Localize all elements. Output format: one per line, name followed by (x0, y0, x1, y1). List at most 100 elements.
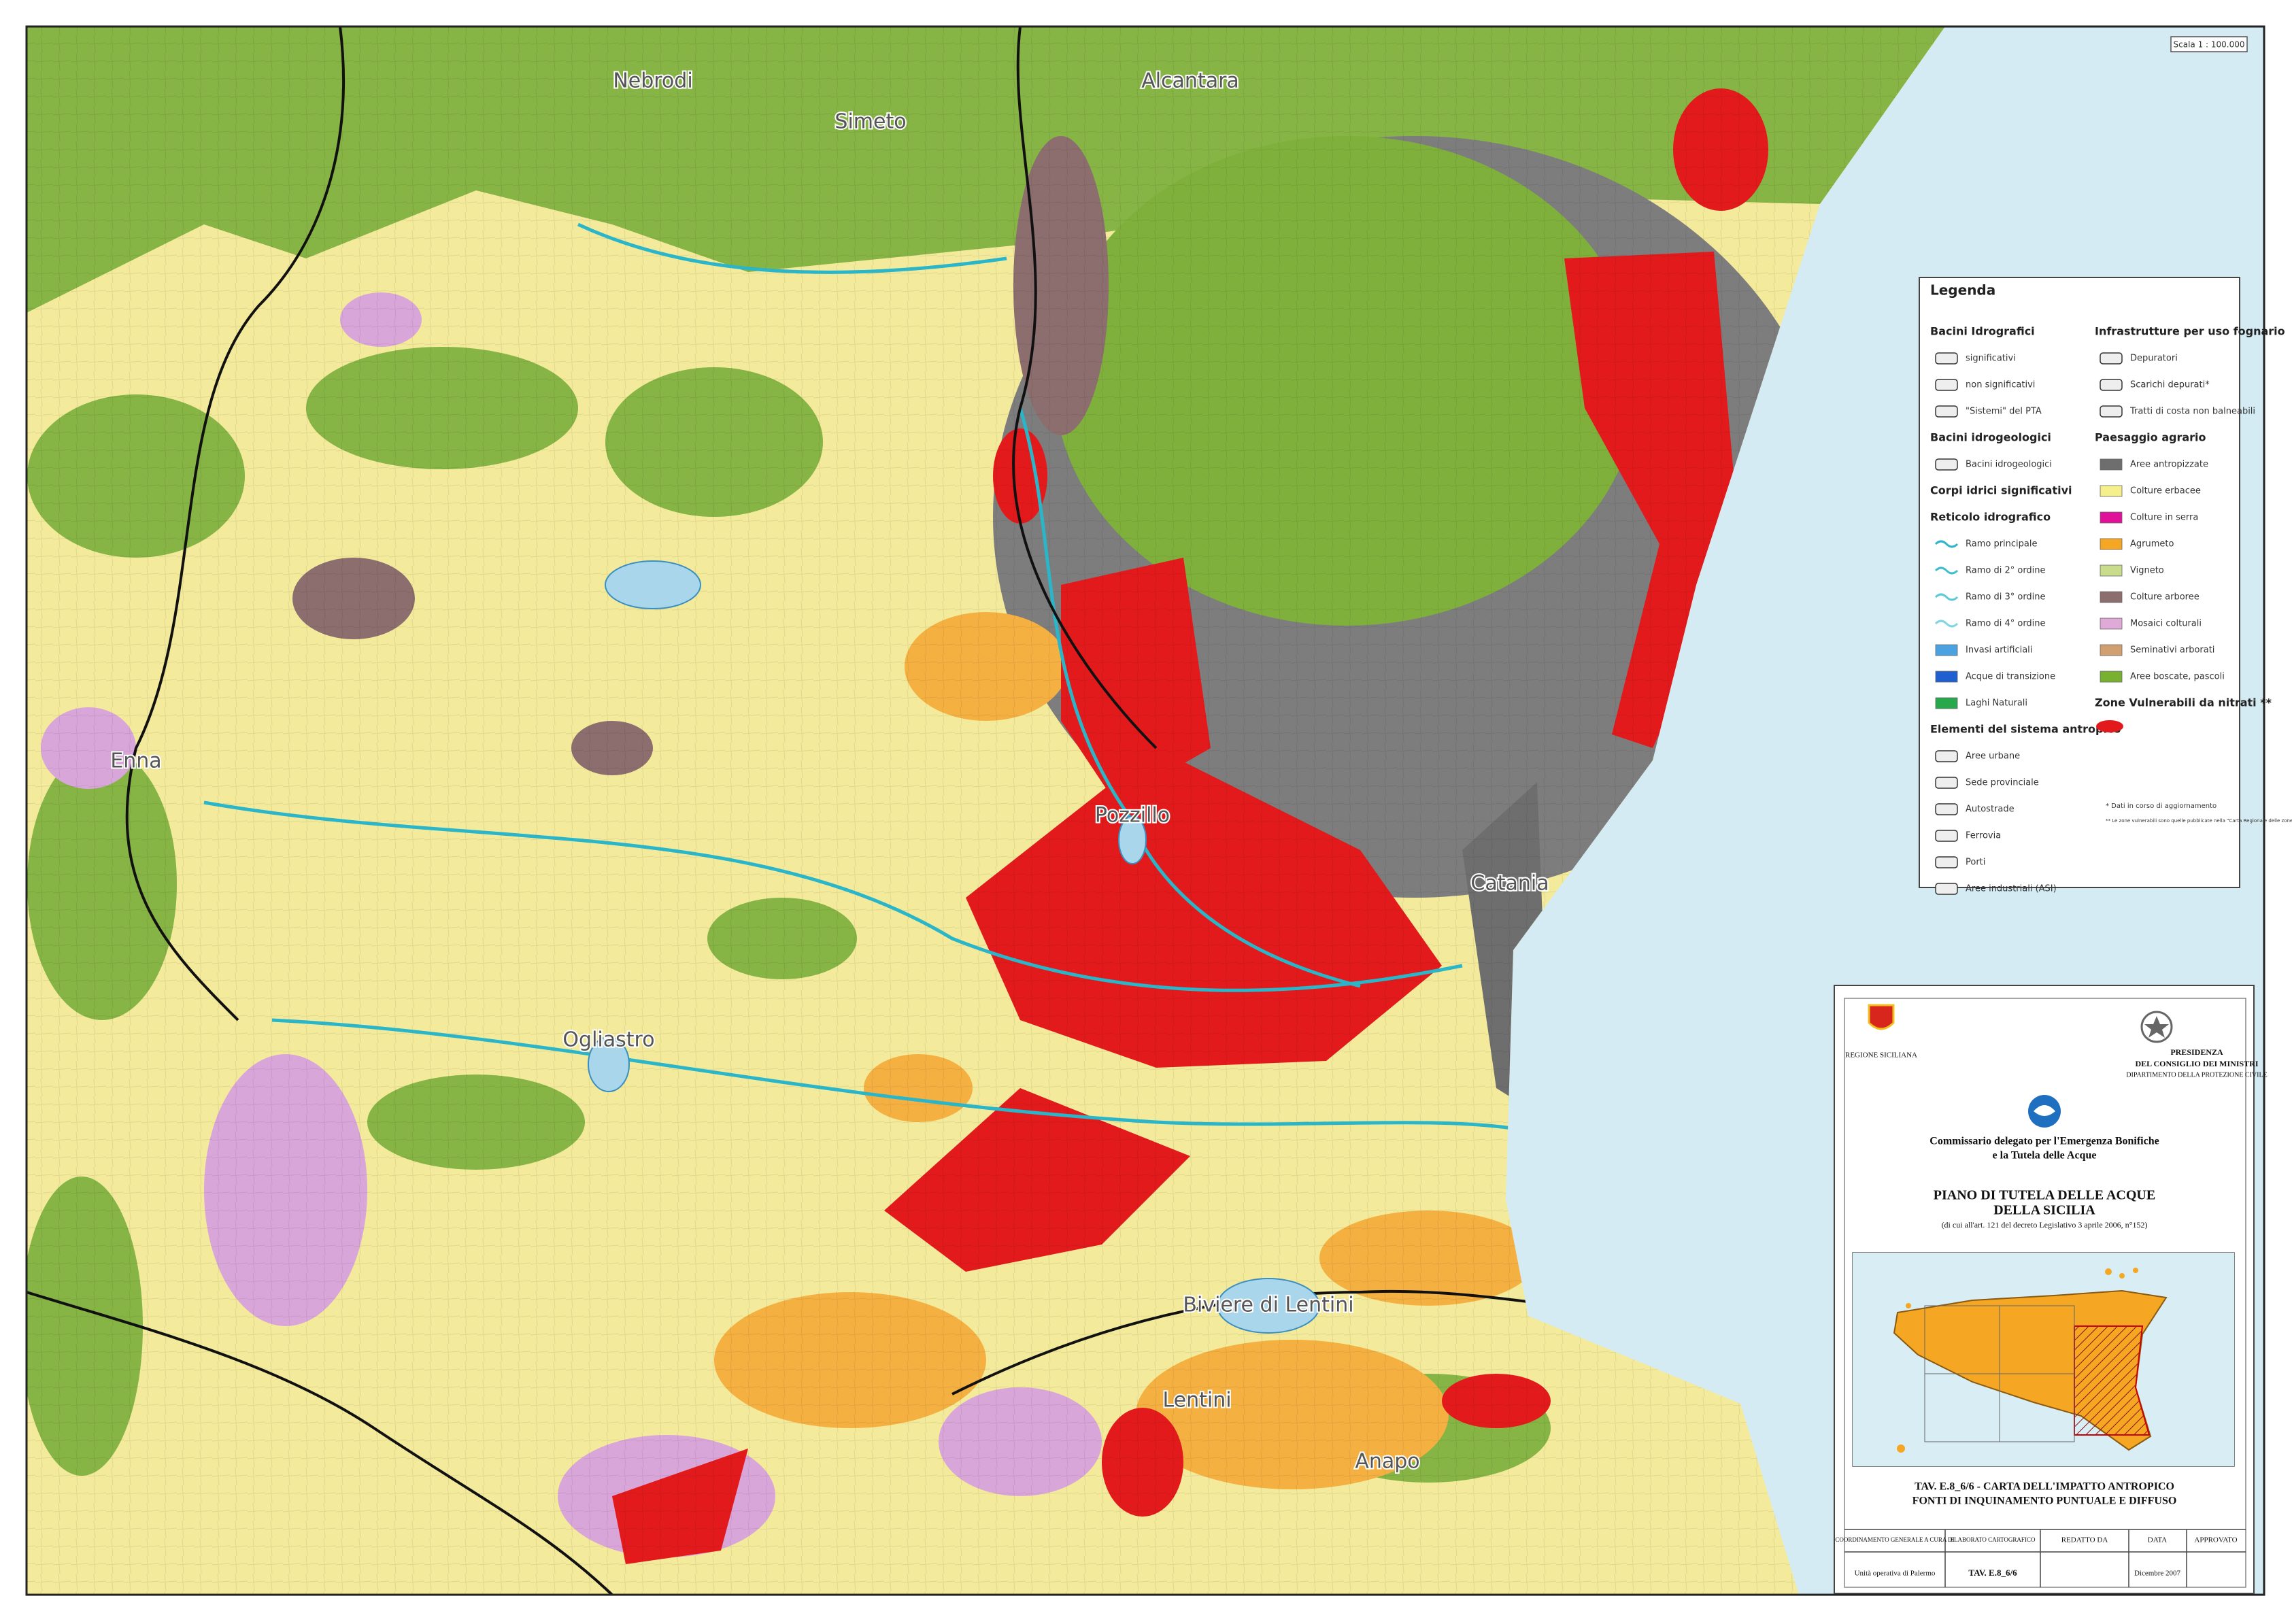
legend-river (1934, 620, 1959, 628)
map-frame (25, 25, 2265, 1596)
scale-box (2170, 36, 2248, 52)
legend-symbol (1935, 830, 1958, 842)
river (1018, 407, 1361, 988)
table-header: REDATTO DA (2061, 1536, 2108, 1544)
title-text: PRESIDENZA (2170, 1047, 2223, 1057)
place-label: Simeto (835, 110, 906, 134)
legend-heading: Corpi idrici significativi (1930, 484, 2072, 497)
title-text: e la Tutela delle Acque (1993, 1150, 2097, 1162)
legend-item: Bacini idrogeologici (1966, 460, 2052, 470)
legend-item: Invasi artificiali (1966, 645, 2032, 656)
legend-item: Tratti di costa non balneabili (2129, 407, 2255, 417)
legend-item: Aree boscate, pascoli (2130, 672, 2225, 682)
legend-note: ** Le zone vulnerabili sono quelle pubbl… (2106, 818, 2292, 824)
legend-heading: Bacini idrogeologici (1930, 431, 2051, 444)
title-inner (1844, 998, 2246, 1588)
legend-symbol (1935, 405, 1958, 418)
legend-item: Ferrovia (1966, 831, 2001, 841)
table-header: ELABORATO CARTOGRAFICO (1951, 1536, 2036, 1543)
legend-heading: Paesaggio agrario (2095, 431, 2206, 444)
title-text: DIPARTIMENTO DELLA PROTEZIONE CIVILE (2126, 1071, 2267, 1079)
legend-swatch (2100, 564, 2123, 577)
place-label: Catania (1470, 872, 1549, 896)
inset-islands (1897, 1268, 2138, 1453)
legend-item: Sede provinciale (1966, 778, 2039, 788)
legend: Legenda Bacini Idrografici significativi n… (1919, 277, 2292, 895)
river (577, 222, 1007, 274)
lake (605, 560, 701, 609)
legend-swatch (1935, 697, 1958, 709)
legend-item: Acque di transizione (1966, 672, 2055, 682)
legend-title: Legenda (1930, 282, 1995, 299)
place-label: Biviere di Lentini (1183, 1293, 1353, 1317)
legend-note-text: * Dati in corso di aggiornamento (2106, 802, 2217, 810)
legend-swatch (2100, 591, 2123, 603)
legend-item: Ramo di 3° ordine (1966, 592, 2046, 603)
title-text: (di cui all'art. 121 del decreto Legisla… (1942, 1220, 2148, 1230)
title-text: DEL CONSIGLIO DEI MINISTRI (2135, 1059, 2258, 1068)
legend-symbol (1935, 856, 1958, 868)
legend-item: Scarichi depurati* (2130, 380, 2210, 390)
legend-swatch (2100, 511, 2123, 524)
table-header: COORDINAMENTO GENERALE A CURA DI (1835, 1536, 1954, 1543)
legend-item: Agrumeto (2130, 539, 2174, 549)
place-label: Enna (110, 749, 161, 773)
legend-swatch (2100, 485, 2123, 497)
title-text: DELLA SICILIA (1993, 1203, 2095, 1218)
legend-heading: Elementi del sistema antropico (1930, 723, 2121, 736)
title-text: FONTI DI INQUINAMENTO PUNTUALE E DIFFUSO (1912, 1495, 2177, 1507)
place-label: Alcantara (1141, 69, 1239, 93)
legend-item: significativi (1966, 354, 2016, 364)
place-label: Anapo (1355, 1450, 1419, 1474)
legend-symbol (1935, 750, 1958, 762)
title-block: REGIONE SICILIANA PRESIDENZA DEL CONSIGLIO… (1834, 985, 2268, 1594)
place-label: Pozzillo (1095, 804, 1170, 828)
place-label: Lentini (1162, 1389, 1231, 1412)
river (271, 1018, 1517, 1131)
legend-symbol (2100, 405, 2123, 418)
legend-item: Seminativi arborati (2130, 645, 2214, 656)
title-text: REGIONE SICILIANA (1845, 1051, 1917, 1060)
legend-item: Autostrade (1966, 805, 2015, 815)
title-text: TAV. E.8_6/6 - CARTA DELL'IMPATTO ANTROP… (1915, 1481, 2174, 1493)
legend-item: Depuratori (2130, 354, 2178, 364)
commissario-logo-wave (2034, 1105, 2055, 1116)
legend-item: Vigneto (2130, 566, 2164, 576)
legend-swatch (2100, 458, 2123, 471)
legend-swatch (2100, 644, 2123, 656)
scale: Scala 1 : 100.000 (2174, 40, 2245, 50)
legend-item: Aree antropizzate (2130, 460, 2208, 470)
legend-symbol (1935, 352, 1958, 365)
italia-star (2144, 1016, 2169, 1038)
island (1897, 1444, 1905, 1453)
legend-item: non significativi (1966, 380, 2035, 390)
legend-box (1919, 277, 2240, 888)
legend-swatch (1935, 671, 1958, 683)
table-header: APPROVATO (2194, 1536, 2237, 1544)
island (1906, 1303, 1911, 1308)
place-label: Nebrodi (613, 69, 692, 93)
legend-heading: Bacini Idrografici (1930, 325, 2035, 338)
legend-symbol (2100, 379, 2123, 391)
boundary (1012, 27, 1158, 749)
legend-item: Ramo di 4° ordine (1966, 619, 2046, 629)
title-table-lines (1844, 1529, 2246, 1587)
inset-grid (1924, 1305, 2075, 1442)
legend-item: Mosaici colturali (2130, 619, 2202, 629)
italia-emblem (2140, 1011, 2173, 1043)
legend-symbol (2100, 352, 2123, 365)
legend-item: Laghi Naturali (1966, 698, 2027, 709)
legend-item: Colture in serra (2130, 513, 2198, 523)
island (2119, 1273, 2125, 1279)
island (2105, 1268, 2112, 1275)
table-cell: Dicembre 2007 (2134, 1570, 2181, 1578)
boundary (27, 1291, 613, 1595)
legend-item: Aree urbane (1966, 751, 2020, 762)
legend-river (1934, 593, 1959, 601)
lake (588, 1036, 630, 1092)
legend-symbol (1935, 379, 1958, 391)
legend-heading: Infrastrutture per uso fognario (2095, 325, 2285, 338)
legend-note: * Dati in corso di aggiornamento (2106, 802, 2217, 810)
